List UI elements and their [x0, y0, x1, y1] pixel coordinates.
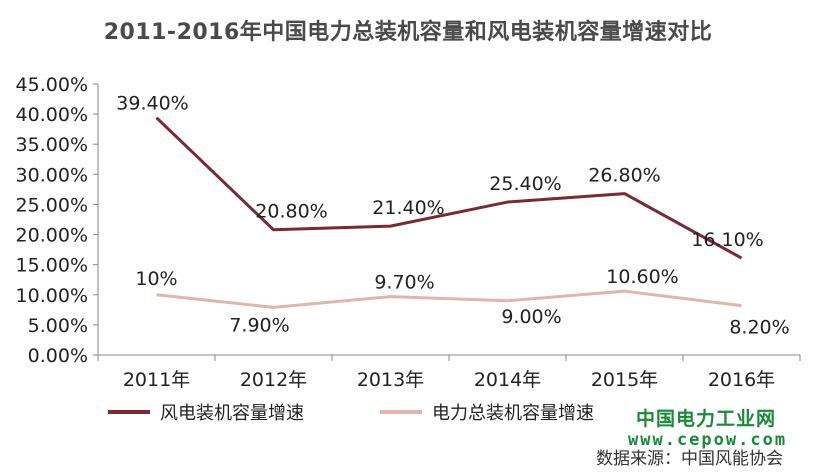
chart-title: 2011-2016年中国电力总装机容量和风电装机容量增速对比 — [103, 20, 713, 45]
watermark-url: www.cepow.com — [628, 430, 788, 450]
data-label: 21.40% — [372, 197, 444, 219]
series-line-total — [156, 289, 742, 309]
y-tick-label: 0.00% — [28, 345, 88, 367]
y-tick-label: 30.00% — [16, 164, 88, 186]
x-tick-label: 2011年 — [123, 369, 190, 391]
data-label: 26.80% — [588, 165, 660, 187]
data-label: 39.40% — [116, 93, 188, 115]
data-label: 10% — [135, 268, 177, 290]
series-line-wind — [155, 116, 743, 260]
y-tick-label: 20.00% — [16, 225, 88, 247]
y-tick-label: 25.00% — [16, 194, 88, 216]
data-label: 8.20% — [729, 317, 789, 339]
data-label: 16.10% — [691, 229, 763, 251]
watermark-site-name: 中国电力工业网 — [636, 408, 777, 430]
y-tick-label: 40.00% — [16, 104, 88, 126]
y-tick-label: 10.00% — [16, 285, 88, 307]
x-tick-label: 2012年 — [240, 369, 307, 391]
data-label: 25.40% — [489, 173, 561, 195]
x-tick-label: 2015年 — [591, 369, 658, 391]
data-label: 9.70% — [374, 272, 434, 294]
data-label: 7.90% — [229, 314, 289, 336]
x-tick-label: 2014年 — [474, 369, 541, 391]
y-tick-label: 5.00% — [28, 315, 88, 337]
data-label: 9.00% — [501, 306, 561, 328]
y-tick-label: 15.00% — [16, 255, 88, 277]
legend-label: 电力总装机容量增速 — [432, 403, 594, 424]
legend-label: 风电装机容量增速 — [160, 403, 304, 424]
data-label: 10.60% — [606, 266, 678, 288]
y-tick-label: 35.00% — [16, 134, 88, 156]
x-tick-label: 2016年 — [708, 369, 775, 391]
y-tick-label: 45.00% — [16, 74, 88, 96]
x-tick-label: 2013年 — [357, 369, 424, 391]
data-label: 20.80% — [255, 201, 327, 223]
source-note: 数据来源：中国风能协会 — [596, 449, 783, 469]
